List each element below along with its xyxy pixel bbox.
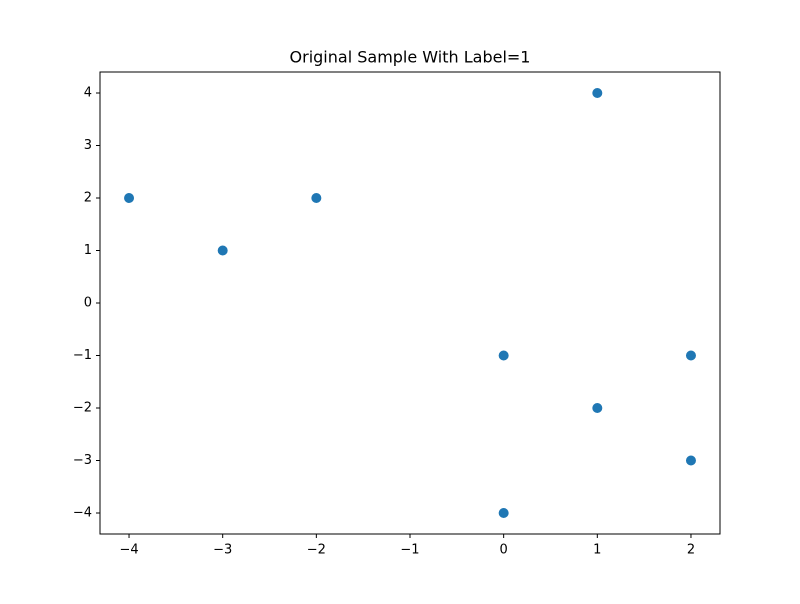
x-tick-label: −4 <box>119 543 138 558</box>
point <box>685 455 696 466</box>
y-tick-label: 4 <box>84 86 92 101</box>
x-tick-label: 0 <box>500 543 508 558</box>
x-tick-label: 2 <box>687 543 695 558</box>
x-tick-label: −1 <box>400 543 419 558</box>
y-tick-label: −3 <box>73 453 92 468</box>
point <box>685 350 696 361</box>
y-tick-label: 0 <box>84 296 92 311</box>
point <box>498 350 509 361</box>
x-tick-label: −3 <box>213 543 232 558</box>
point <box>124 193 135 203</box>
y-tick-label: −2 <box>73 401 92 416</box>
y-tick-label: 1 <box>84 243 92 258</box>
y-tick-label: −4 <box>73 506 92 521</box>
point <box>592 88 603 98</box>
y-tick-label: −1 <box>73 348 92 363</box>
plot-frame <box>99 71 721 535</box>
point <box>311 193 322 203</box>
x-tick-label: −2 <box>307 543 326 558</box>
chart-title: Original Sample With Label=1 <box>290 48 531 67</box>
y-tick-label: 3 <box>84 138 92 153</box>
point <box>498 508 509 518</box>
x-tick-label: 1 <box>593 543 601 558</box>
point <box>217 245 228 256</box>
y-tick-label: 2 <box>84 191 92 206</box>
point <box>592 403 603 413</box>
